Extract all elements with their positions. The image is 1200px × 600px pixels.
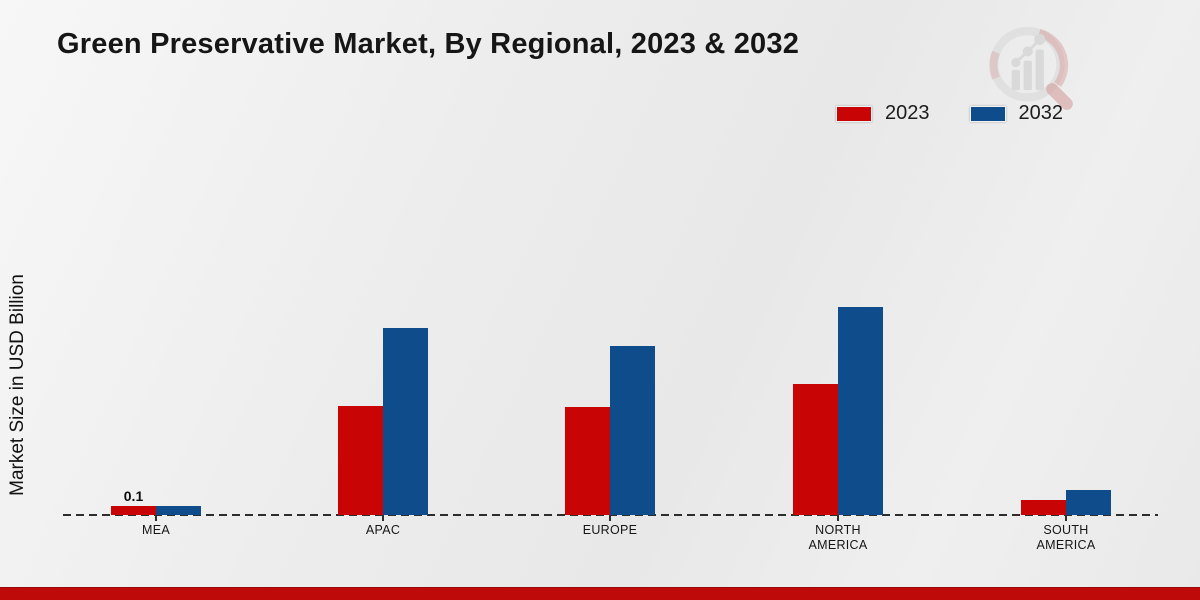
- legend-swatch-2023: [836, 105, 872, 122]
- bar-2023-europe: [565, 406, 610, 515]
- bar-2032-north-america: [838, 306, 883, 515]
- x-category-label-south-america: SOUTH AMERICA: [1036, 523, 1096, 552]
- bar-2032-apac: [383, 327, 428, 515]
- logo-ring: [990, 27, 1065, 102]
- logo-bar-medium: [1023, 60, 1032, 91]
- x-axis-tick-europe: [609, 515, 611, 521]
- bar-2023-north-america: [793, 383, 838, 515]
- legend-swatch-2032: [969, 105, 1006, 122]
- logo-dot-3: [1034, 33, 1046, 45]
- legend-item-2023: 2023: [836, 102, 930, 125]
- logo-dot-2: [1022, 46, 1033, 57]
- logo-bar-large: [1035, 49, 1044, 91]
- footer-bar: [0, 587, 1200, 600]
- bar-2023-mea: [111, 505, 156, 515]
- logo-ring-red-arc-left: [989, 50, 1000, 80]
- logo-ring-red-arc: [1038, 29, 1069, 87]
- bar-2032-europe: [610, 345, 655, 515]
- bar-2023-apac: [338, 405, 383, 515]
- x-axis-tick-south-america: [1065, 515, 1067, 521]
- x-axis-tick-apac: [382, 515, 384, 521]
- x-category-label-north-america: NORTH AMERICA: [808, 523, 868, 552]
- bar-2032-mea: [156, 506, 201, 515]
- logo-handle: [1046, 83, 1073, 110]
- legend: 2023 2032: [836, 102, 1063, 125]
- bar-value-label-mea: 0.1: [123, 487, 144, 504]
- chart-title: Green Preservative Market, By Regional, …: [57, 28, 800, 60]
- bar-2023-south-america: [1021, 499, 1066, 515]
- logo-dot-1: [1011, 57, 1021, 68]
- x-category-label-mea: MEA: [142, 523, 170, 537]
- bar-2032-south-america: [1066, 490, 1111, 515]
- magnifier-bar-chart-logo-icon: [989, 27, 1073, 110]
- x-category-label-europe: EUROPE: [582, 523, 638, 537]
- legend-label: 2032: [1018, 102, 1064, 124]
- legend-item-2032: 2032: [969, 102, 1064, 125]
- logo-bar-small: [1011, 69, 1020, 91]
- x-category-label-apac: APAC: [365, 523, 401, 537]
- x-axis-tick-north-america: [837, 515, 839, 521]
- legend-label: 2023: [885, 102, 930, 124]
- x-axis-tick-mea: [155, 515, 157, 521]
